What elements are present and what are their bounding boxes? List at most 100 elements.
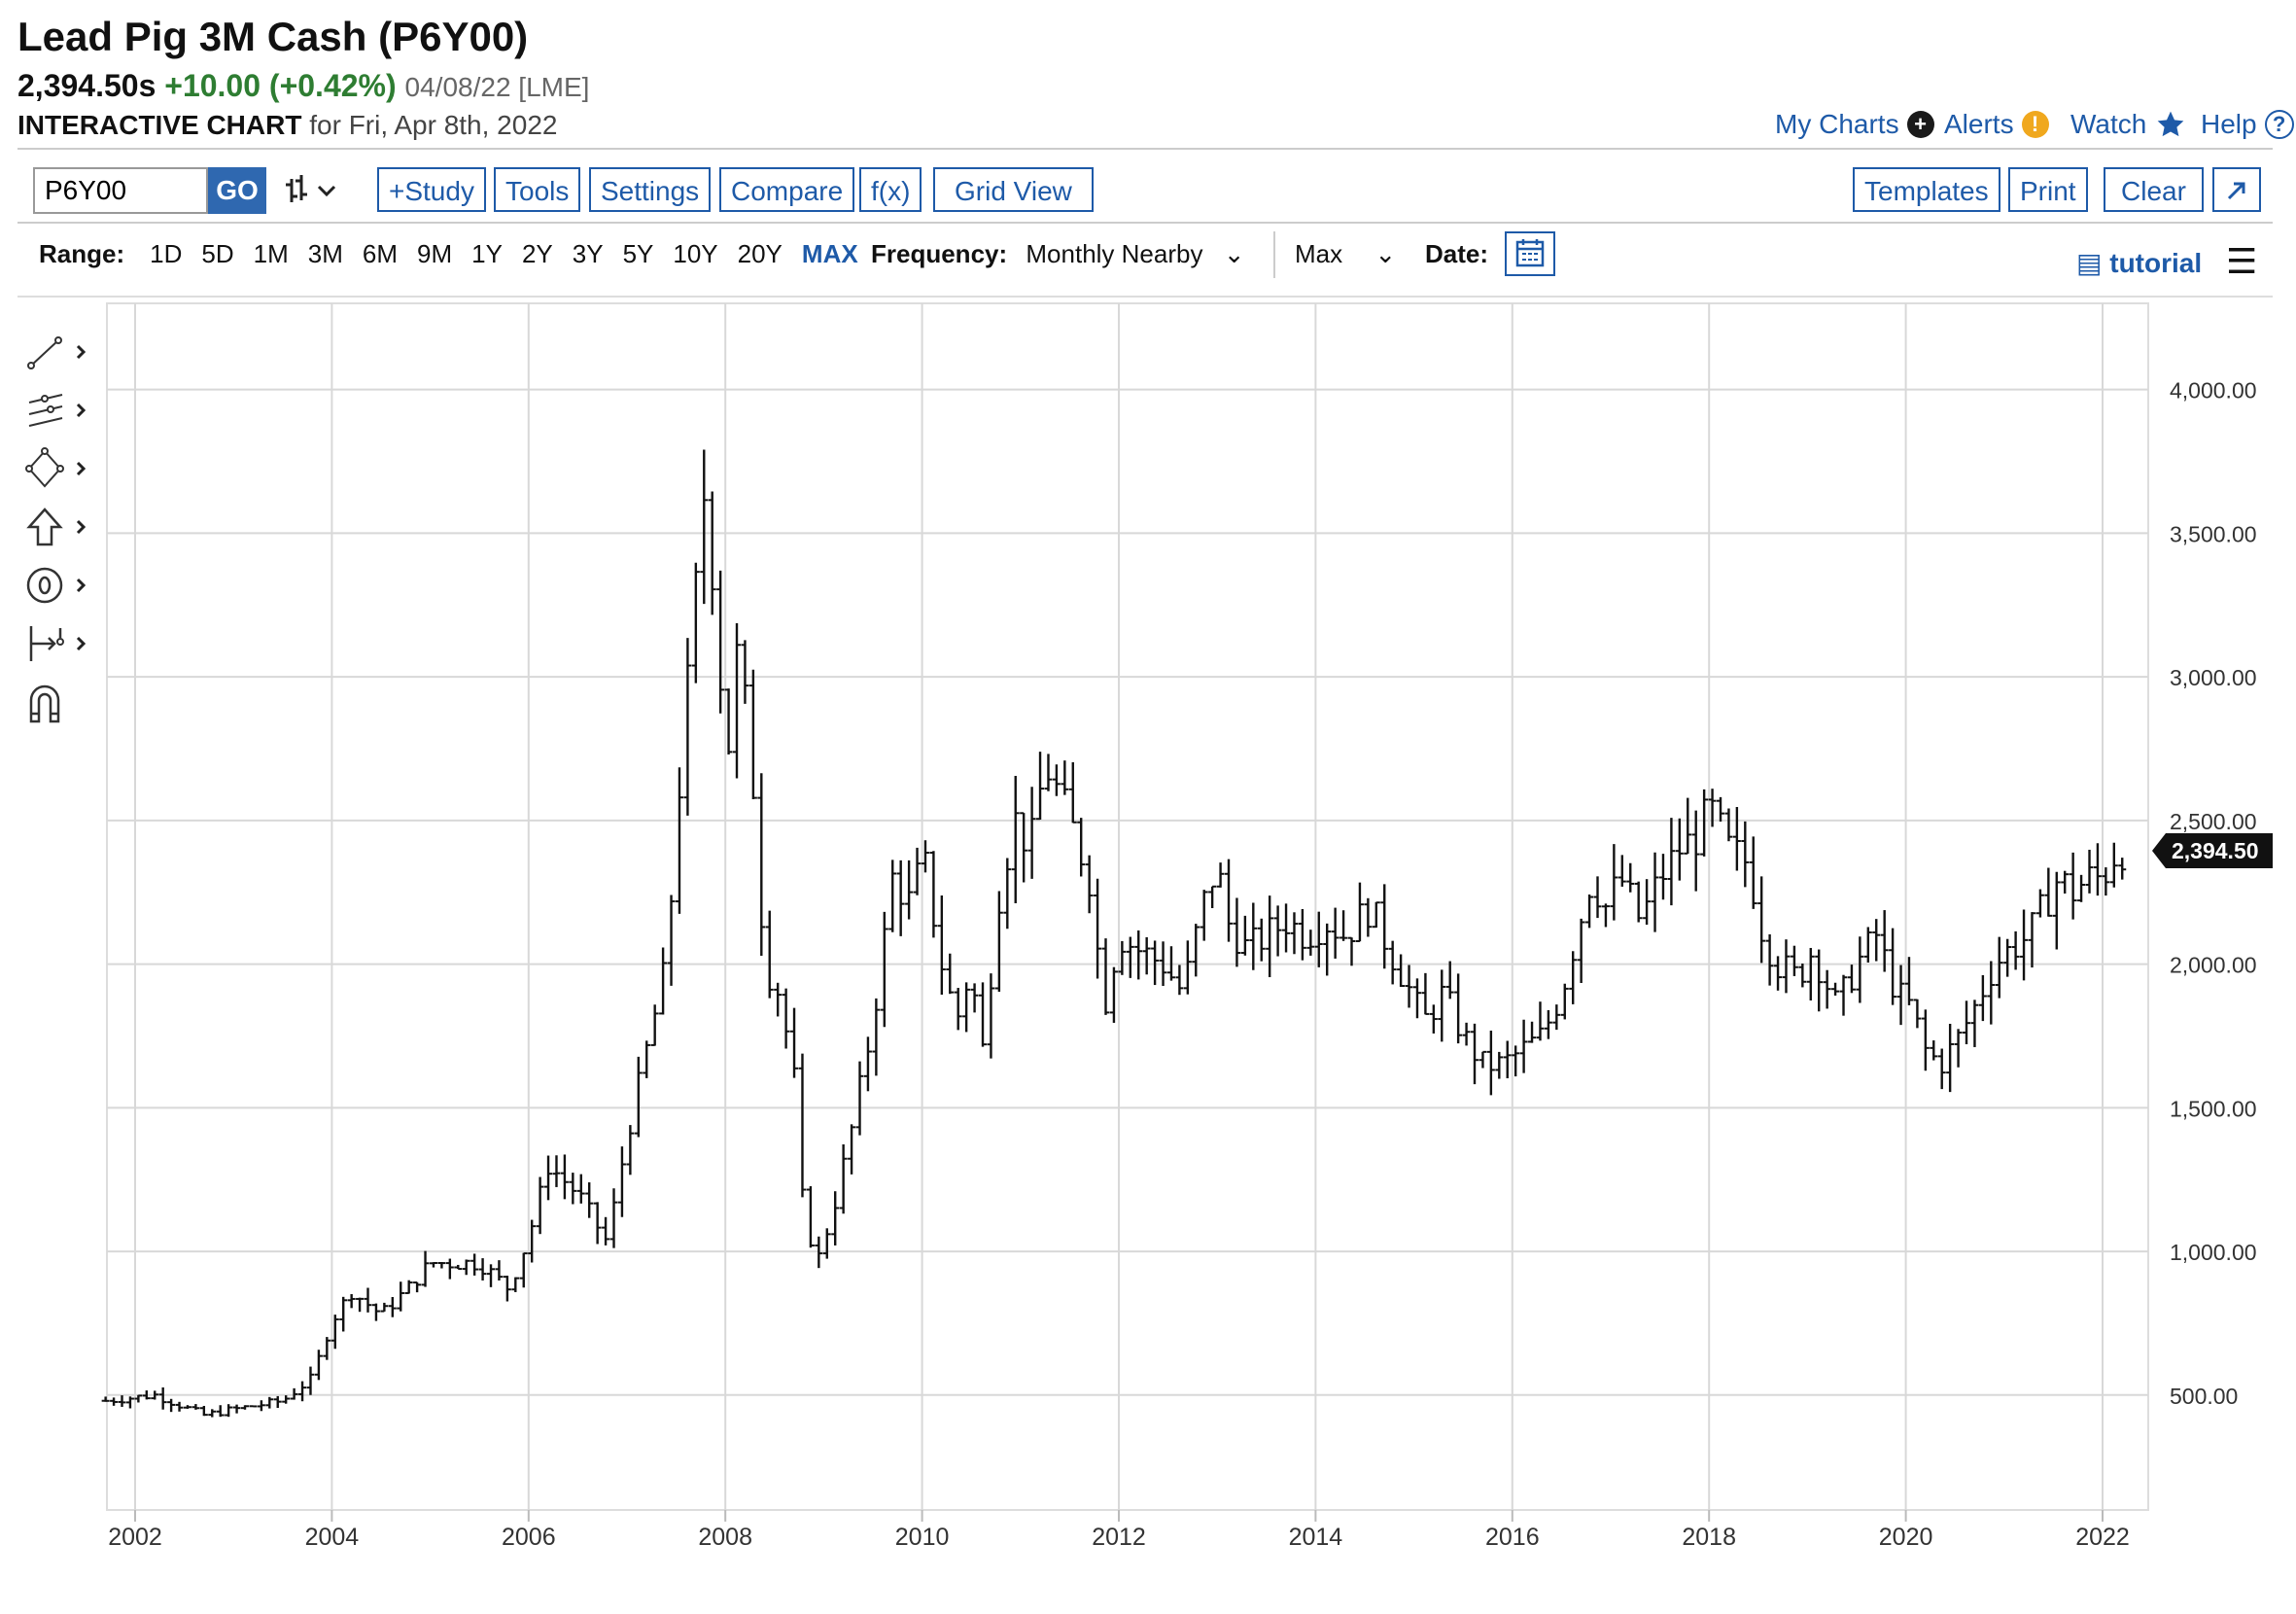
period-select[interactable]: Max ⌄ [1295, 239, 1396, 269]
ohlc-bar [748, 669, 757, 799]
ohlc-bar [314, 1350, 323, 1381]
ohlc-bar [1249, 902, 1258, 970]
ohlc-bar [241, 1405, 250, 1410]
x-tick-label: 2018 [1682, 1524, 1736, 1551]
ohlc-bar [609, 1188, 618, 1248]
magnet-tool-button[interactable] [25, 681, 93, 723]
ohlc-bar [101, 1396, 110, 1402]
date-picker-button[interactable] [1505, 231, 1555, 276]
ohlc-bar [659, 947, 668, 1015]
multi-line-tool-button[interactable] [25, 389, 93, 432]
symbol-input[interactable] [33, 167, 208, 214]
range-option[interactable]: 3M [307, 239, 343, 268]
y-grid [107, 388, 2148, 1396]
range-option[interactable]: 1Y [471, 239, 503, 268]
ohlc-bar [290, 1387, 298, 1400]
range-option[interactable]: 3Y [572, 239, 604, 268]
measure-tool-button[interactable] [25, 622, 93, 665]
range-option[interactable]: 1D [150, 239, 183, 268]
ohlc-bar [397, 1281, 405, 1312]
ohlc-bar [765, 910, 774, 999]
compare-button[interactable]: Compare [719, 167, 855, 212]
ohlc-bar [544, 1155, 553, 1201]
range-option[interactable]: 2Y [521, 239, 553, 268]
range-option-max[interactable]: MAX [801, 239, 858, 268]
ohlc-bar [445, 1258, 454, 1280]
templates-button[interactable]: Templates [1853, 167, 2000, 212]
ohlc-bar [1921, 1009, 1930, 1071]
expand-button[interactable] [2212, 167, 2261, 212]
ohlc-bar [970, 983, 979, 1013]
bar-type-selector[interactable] [284, 173, 342, 212]
ohlc-bars [101, 449, 2127, 1418]
plus-circle-icon: + [1906, 111, 1934, 138]
settings-button[interactable]: Settings [589, 167, 712, 212]
ohlc-bar [650, 1004, 659, 1046]
range-option[interactable]: 9M [417, 239, 453, 268]
ohlc-bar [921, 840, 929, 873]
go-button[interactable]: GO [208, 167, 266, 214]
ohlc-bar [552, 1155, 561, 1187]
ohlc-bar [1118, 940, 1127, 975]
ohlc-bar [1306, 930, 1315, 956]
ohlc-bar [371, 1303, 380, 1321]
range-option[interactable]: 1M [253, 239, 289, 268]
ohlc-bar [1815, 949, 1824, 1012]
range-option[interactable]: 10Y [673, 239, 718, 268]
ohlc-bar [1085, 855, 1094, 914]
ohlc-bar [1094, 878, 1102, 979]
last-price-tag [2152, 833, 2273, 869]
plot-area [106, 302, 2149, 1511]
ohlc-bar [1495, 1051, 1504, 1079]
my-charts-link[interactable]: My Charts + [1775, 109, 1934, 140]
range-option[interactable]: 20Y [737, 239, 783, 268]
ohlc-bar [1954, 1029, 1963, 1068]
ohlc-bar [1151, 940, 1160, 986]
ohlc-bar [134, 1394, 143, 1403]
ohlc-bar [1872, 919, 1881, 962]
tools-button[interactable]: Tools [494, 167, 581, 212]
ohlc-bar [1454, 973, 1463, 1044]
ohlc-bar [1126, 936, 1134, 978]
ohlc-bar [1593, 876, 1602, 919]
alerts-link[interactable]: Alerts ! [1944, 109, 2049, 140]
print-button[interactable]: Print [2008, 167, 2088, 212]
range-option[interactable]: 5D [201, 239, 234, 268]
chevron-down-icon: ⌄ [1374, 239, 1397, 268]
frequency-select[interactable]: Frequency: Monthly Nearby ⌄ [871, 239, 1245, 269]
hamburger-menu-icon[interactable]: ☰ [2226, 241, 2258, 281]
grid-view-button[interactable]: Grid View [933, 167, 1094, 212]
ohlc-bar [1634, 881, 1643, 923]
ohlc-bar [617, 1146, 626, 1217]
arrow-tool-button[interactable] [25, 506, 93, 548]
price-label-tool-button[interactable] [25, 564, 93, 607]
help-link[interactable]: Help ? [2201, 109, 2294, 140]
ohlc-bar [585, 1182, 594, 1218]
ohlc-bar [1658, 854, 1667, 900]
clear-button[interactable]: Clear [2104, 167, 2204, 212]
ohlc-bar [1569, 951, 1578, 1004]
ohlc-bar [724, 688, 733, 755]
ohlc-bar [954, 988, 962, 1031]
price-chart[interactable]: 500.00 1,000.00 1,500.00 2,000.00 2,500.00 3,… [0, 298, 2296, 1614]
ohlc-bar [2077, 874, 2086, 902]
range-option[interactable]: 6M [362, 239, 398, 268]
shape-tool-button[interactable] [25, 447, 93, 490]
ohlc-bar [380, 1302, 389, 1313]
watch-link[interactable]: Watch [2070, 109, 2187, 140]
range-option[interactable]: 5Y [622, 239, 654, 268]
x-tick-label: 2014 [1289, 1524, 1343, 1551]
study-button[interactable]: +Study [377, 167, 486, 212]
ohlc-bar [1282, 903, 1291, 953]
ohlc-bar [1675, 818, 1684, 881]
ohlc-bar [364, 1287, 372, 1313]
ohlc-bar [1585, 895, 1594, 929]
ohlc-bar [487, 1264, 496, 1287]
ohlc-bar [1880, 910, 1889, 972]
line-tool-button[interactable] [25, 331, 93, 373]
range-divider [1273, 231, 1275, 278]
tutorial-link[interactable]: ▤ tutorial [2076, 247, 2202, 279]
ohlc-bar [404, 1280, 413, 1294]
ohlc-bar [199, 1405, 208, 1417]
fx-button[interactable]: f(x) [859, 167, 922, 212]
